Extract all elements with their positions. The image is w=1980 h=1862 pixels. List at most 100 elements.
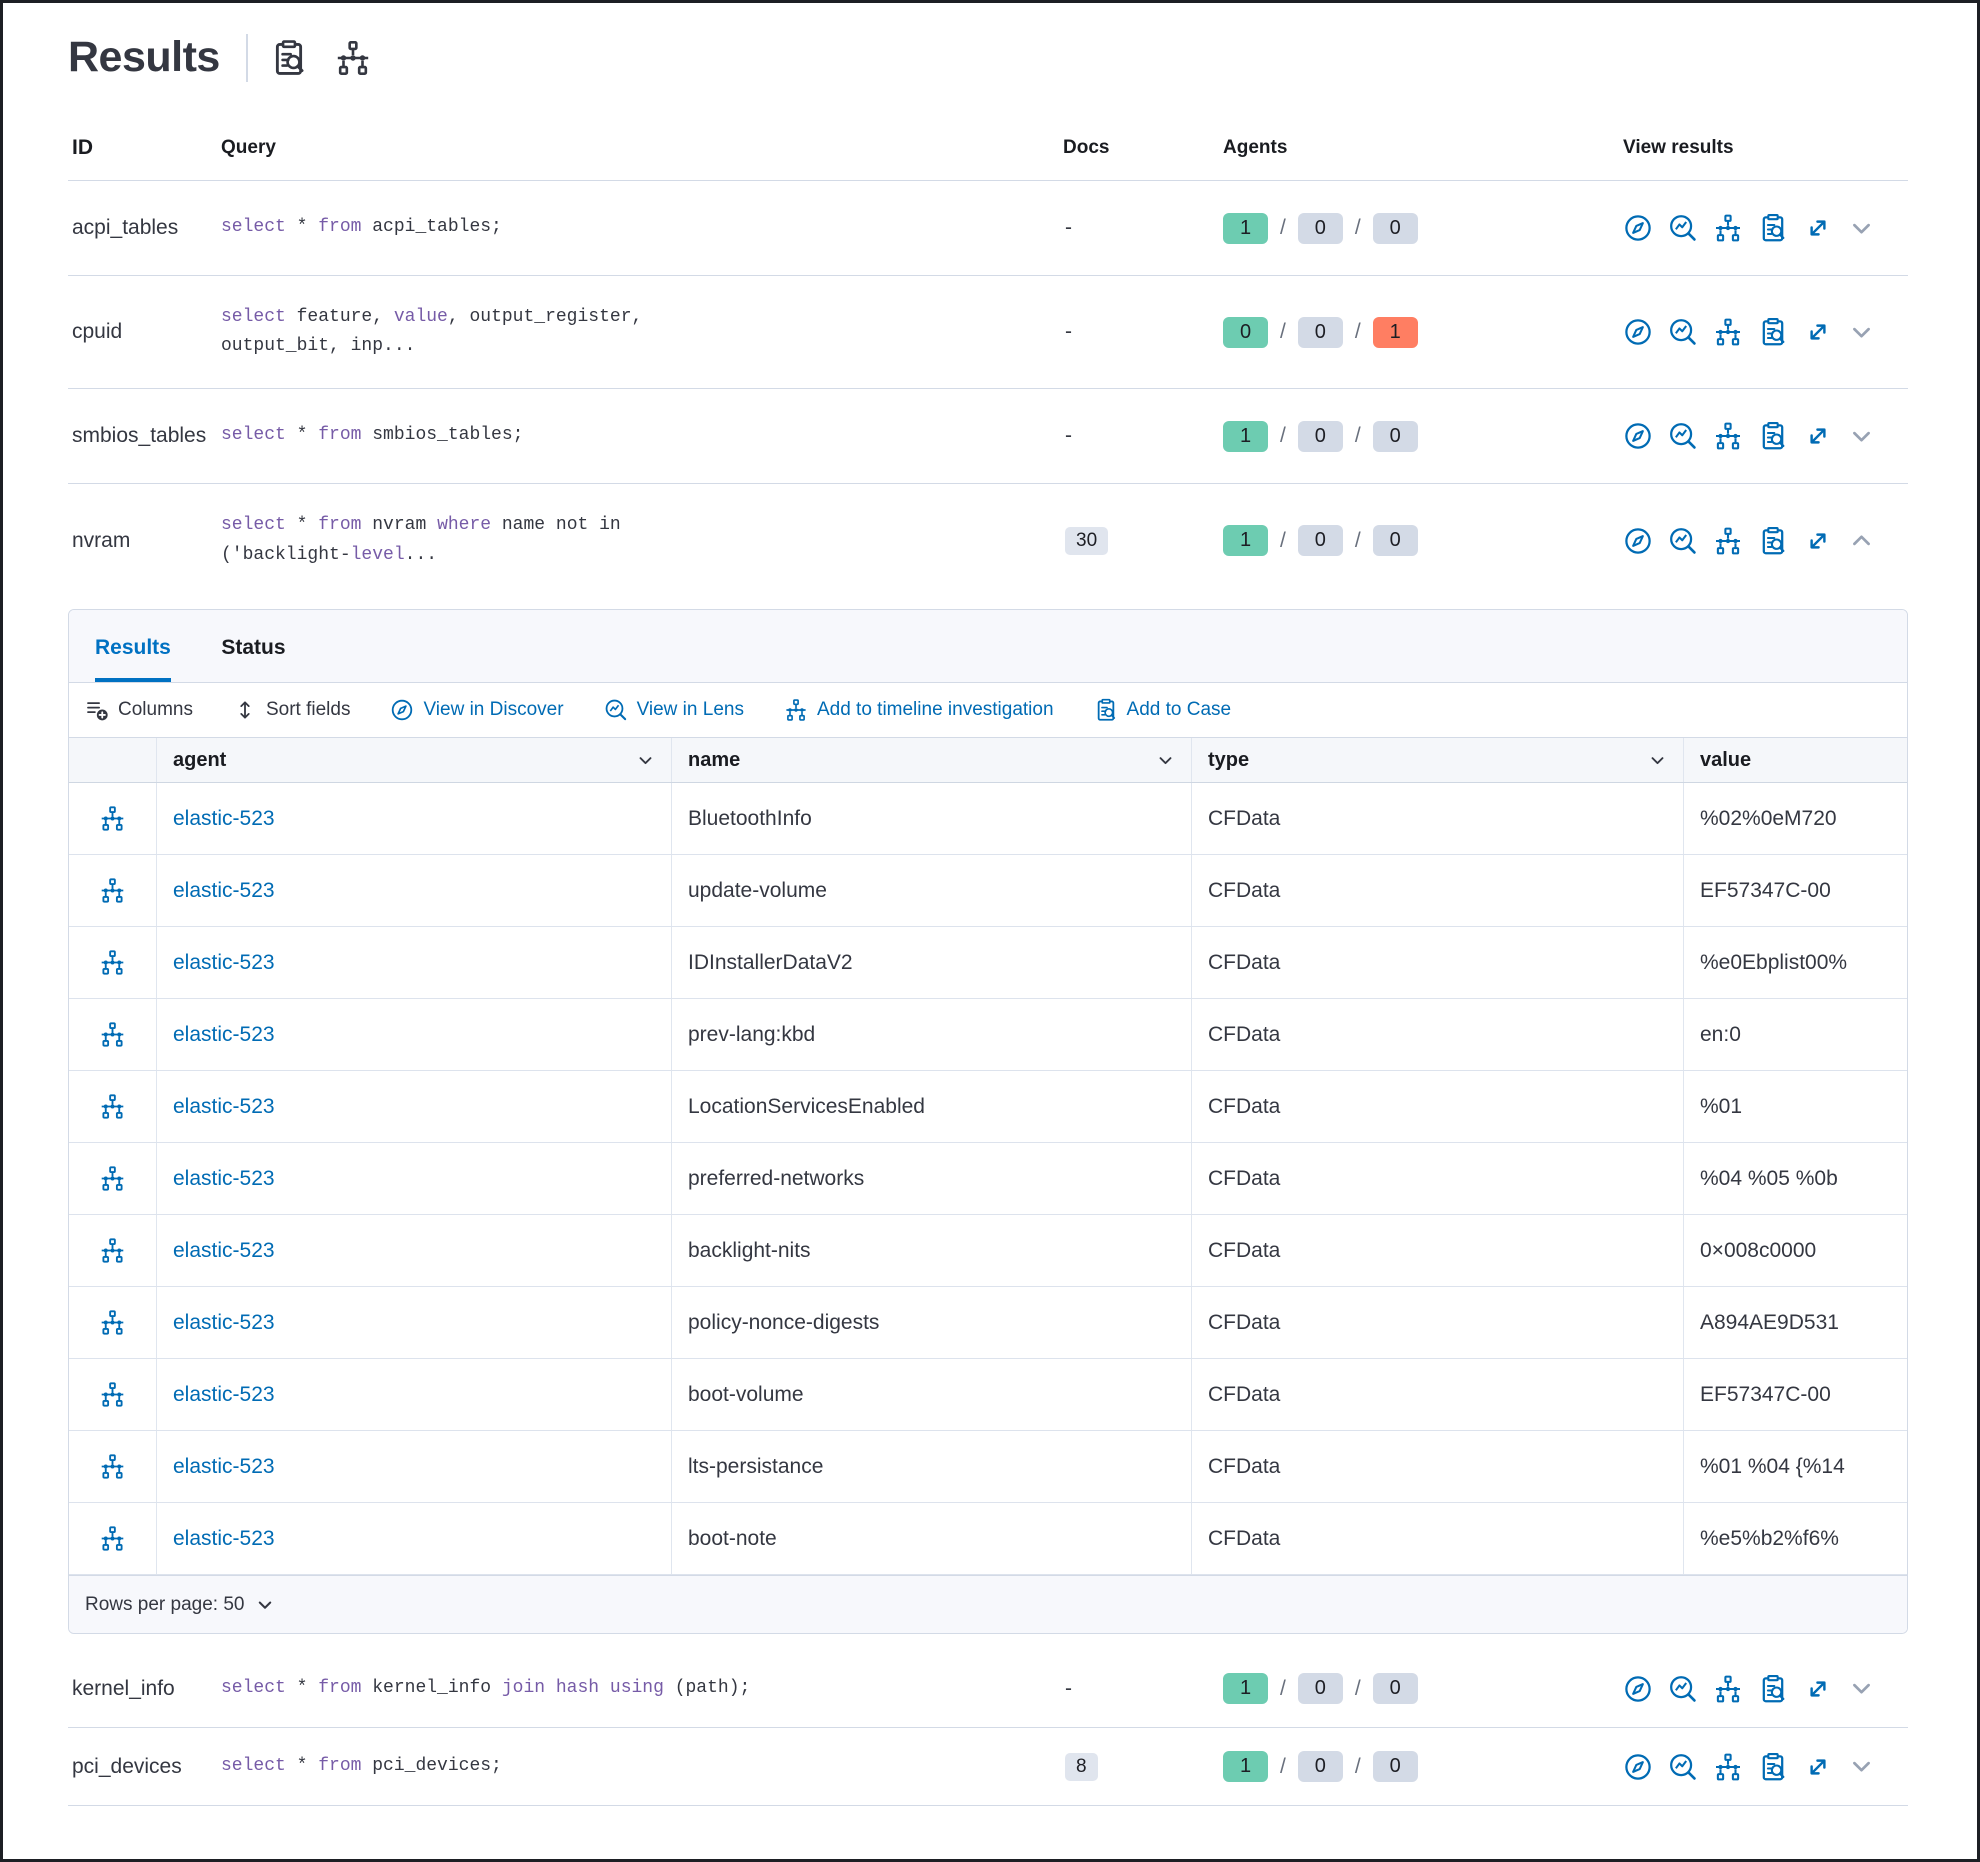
chevron-down-icon[interactable] [1848, 1675, 1875, 1702]
view-in-discover-icon[interactable] [1623, 1752, 1653, 1782]
add-to-case-icon[interactable] [1758, 317, 1788, 347]
add-to-case-icon[interactable] [1758, 1752, 1788, 1782]
add-to-timeline-icon[interactable] [99, 1453, 126, 1480]
view-in-lens-icon[interactable] [1668, 1674, 1698, 1704]
agent-link[interactable]: elastic-523 [173, 1382, 275, 1406]
add-to-timeline-icon[interactable] [99, 1165, 126, 1192]
result-row: elastic-523 prev-lang:kbd CFData en:0 [69, 999, 1907, 1071]
result-value: en:0 [1700, 1022, 1741, 1046]
chevron-down-icon[interactable] [1156, 751, 1175, 770]
view-results-actions [1593, 421, 1908, 451]
agent-link[interactable]: elastic-523 [173, 1166, 275, 1190]
column-header-agents: Agents [1223, 137, 1288, 158]
view-in-discover-icon[interactable] [1623, 317, 1653, 347]
result-row: elastic-523 LocationServicesEnabled CFDa… [69, 1071, 1907, 1143]
chevron-down-icon[interactable] [1648, 751, 1667, 770]
query-sql: select * from kernel_info join hash usin… [221, 1677, 751, 1698]
tab-results[interactable]: Results [95, 636, 171, 682]
chevron-down-icon[interactable] [636, 751, 655, 770]
add-to-timeline-icon[interactable] [1713, 1674, 1743, 1704]
chevron-up-icon[interactable] [1848, 527, 1875, 554]
result-name: boot-volume [672, 1359, 1192, 1430]
expand-results-icon[interactable] [1803, 317, 1833, 347]
table-row-smbios-tables: smbios_tables select * from smbios_table… [68, 389, 1908, 484]
agent-link[interactable]: elastic-523 [173, 1238, 275, 1262]
chevron-down-icon[interactable] [1848, 319, 1875, 346]
column-header-name[interactable]: name [672, 738, 1192, 782]
expand-results-icon[interactable] [1803, 1752, 1833, 1782]
add-to-timeline-icon[interactable] [1713, 213, 1743, 243]
expand-results-icon[interactable] [1803, 526, 1833, 556]
chevron-down-icon[interactable] [1848, 1753, 1875, 1780]
view-in-discover-icon[interactable] [1623, 213, 1653, 243]
agent-link[interactable]: elastic-523 [173, 1022, 275, 1046]
query-id: cpuid [72, 320, 123, 343]
tab-status[interactable]: Status [221, 636, 286, 659]
add-to-timeline-icon[interactable] [99, 1309, 126, 1336]
add-to-timeline-icon[interactable] [99, 1237, 126, 1264]
agent-link[interactable]: elastic-523 [173, 1094, 275, 1118]
view-in-discover-button[interactable]: View in Discover [390, 698, 564, 722]
view-in-lens-icon[interactable] [1668, 213, 1698, 243]
rows-per-page[interactable]: Rows per page: 50 [85, 1593, 245, 1615]
add-to-timeline-icon[interactable] [99, 805, 126, 832]
agent-link[interactable]: elastic-523 [173, 1310, 275, 1334]
expand-results-icon[interactable] [1803, 213, 1833, 243]
agent-link[interactable]: elastic-523 [173, 950, 275, 974]
agent-link[interactable]: elastic-523 [173, 1526, 275, 1550]
view-in-discover-icon[interactable] [1623, 421, 1653, 451]
result-value: %e5%b2%f6% [1700, 1526, 1839, 1550]
query-id: pci_devices [72, 1754, 182, 1778]
agents-pending-badge: 0 [1297, 1673, 1343, 1704]
agent-link[interactable]: elastic-523 [173, 878, 275, 902]
add-to-timeline-icon[interactable] [99, 1093, 126, 1120]
result-type: CFData [1192, 999, 1684, 1070]
sort-fields-button[interactable]: Sort fields [233, 698, 350, 722]
inspect-queries-icon[interactable] [270, 39, 308, 77]
docs-count: - [1065, 1676, 1072, 1700]
add-to-timeline-button[interactable]: Add to timeline investigation [784, 698, 1054, 722]
add-to-timeline-icon[interactable] [99, 1381, 126, 1408]
view-in-discover-icon[interactable] [1623, 526, 1653, 556]
add-to-case-icon[interactable] [1758, 421, 1788, 451]
table-row-kernel-info: kernel_info select * from kernel_info jo… [68, 1650, 1908, 1728]
view-in-lens-icon[interactable] [1668, 1752, 1698, 1782]
column-header-type[interactable]: type [1192, 738, 1684, 782]
add-to-timeline-icon[interactable] [1713, 317, 1743, 347]
timeline-icon[interactable] [334, 39, 372, 77]
add-to-timeline-icon[interactable] [1713, 526, 1743, 556]
add-to-case-icon[interactable] [1758, 213, 1788, 243]
column-header-value[interactable]: value [1700, 748, 1752, 771]
result-name: boot-note [672, 1503, 1192, 1574]
add-to-timeline-icon[interactable] [1713, 1752, 1743, 1782]
result-name: BluetoothInfo [672, 783, 1192, 854]
add-to-timeline-icon[interactable] [99, 877, 126, 904]
view-in-discover-icon[interactable] [1623, 1674, 1653, 1704]
add-to-timeline-icon[interactable] [99, 949, 126, 976]
add-to-timeline-icon[interactable] [1713, 421, 1743, 451]
add-to-case-button[interactable]: Add to Case [1094, 698, 1231, 722]
query-id: acpi_tables [72, 216, 179, 239]
chevron-down-icon[interactable] [255, 1595, 275, 1615]
view-in-lens-icon[interactable] [1668, 526, 1698, 556]
chevron-down-icon[interactable] [1848, 215, 1875, 242]
add-to-case-icon[interactable] [1758, 526, 1788, 556]
discover-icon [390, 698, 414, 722]
column-header-agent[interactable]: agent [157, 738, 672, 782]
view-in-lens-icon[interactable] [1668, 317, 1698, 347]
expand-results-icon[interactable] [1803, 1674, 1833, 1704]
add-to-timeline-icon[interactable] [99, 1525, 126, 1552]
agents-pending-badge: 0 [1297, 1751, 1343, 1782]
agents-failed-badge: 0 [1372, 525, 1418, 556]
columns-button[interactable]: Columns [85, 698, 193, 722]
column-header-view-results: View results [1623, 137, 1734, 158]
result-type: CFData [1192, 1071, 1684, 1142]
view-in-lens-button[interactable]: View in Lens [604, 698, 744, 722]
agent-link[interactable]: elastic-523 [173, 1454, 275, 1478]
chevron-down-icon[interactable] [1848, 423, 1875, 450]
add-to-timeline-icon[interactable] [99, 1021, 126, 1048]
add-to-case-icon[interactable] [1758, 1674, 1788, 1704]
expand-results-icon[interactable] [1803, 421, 1833, 451]
view-in-lens-icon[interactable] [1668, 421, 1698, 451]
agent-link[interactable]: elastic-523 [173, 806, 275, 830]
